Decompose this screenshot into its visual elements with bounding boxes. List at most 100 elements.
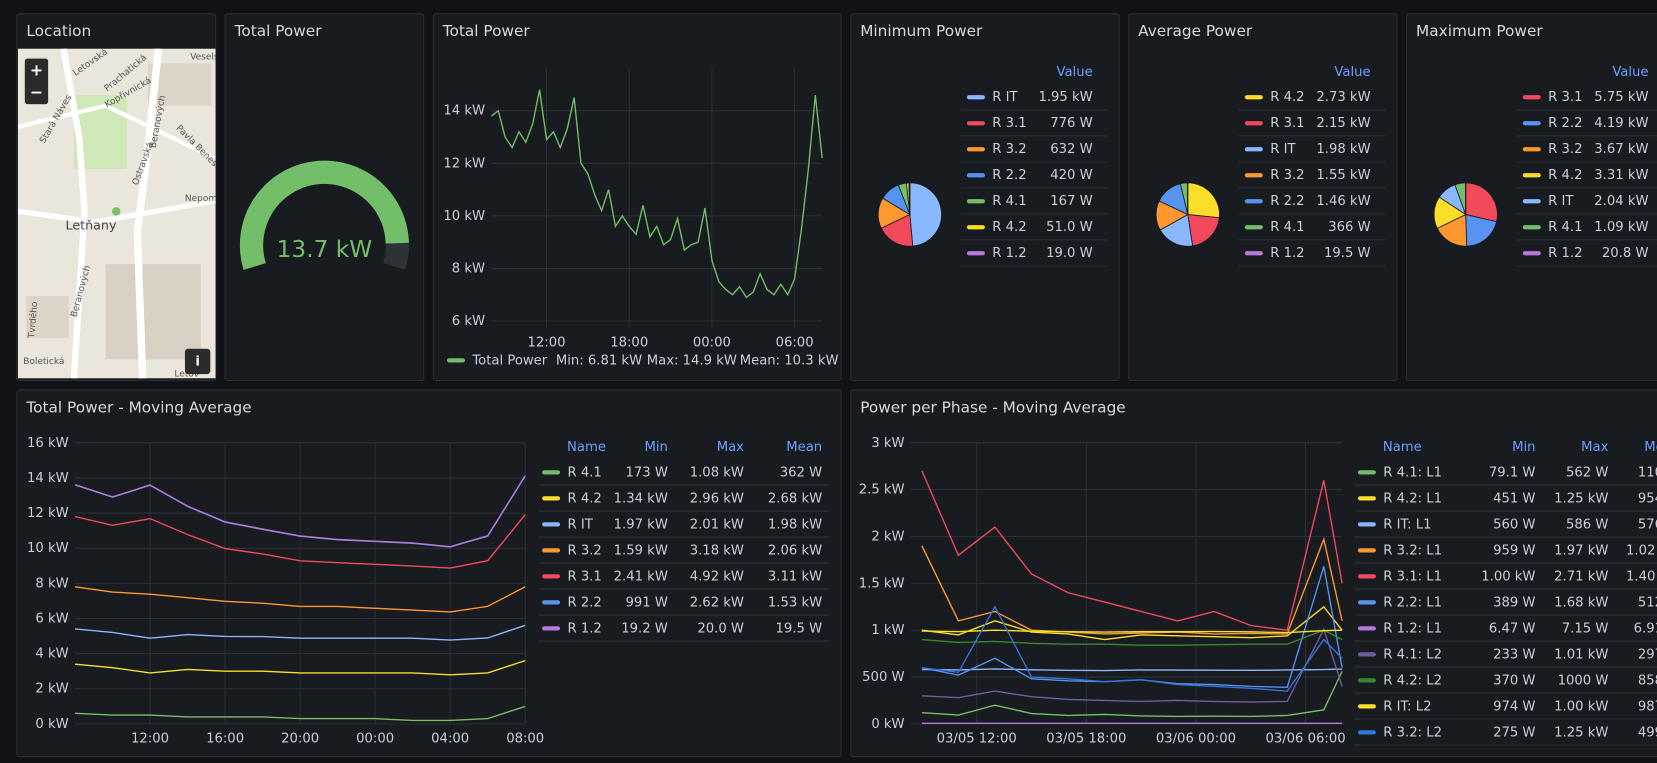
table-cell: 297 W xyxy=(1638,647,1657,662)
table-cell: 959 W xyxy=(1493,543,1535,558)
table-cell: 576 W xyxy=(1638,517,1657,532)
table-cell: 20.8 W xyxy=(1602,246,1649,261)
y-tick-label: 2.5 kW xyxy=(859,483,905,498)
panel-title: Total Power xyxy=(442,22,531,40)
legend-name: R 4.2 xyxy=(1548,168,1582,183)
table-cell: 974 W xyxy=(1493,699,1535,714)
legend-name: R 3.1: L1 xyxy=(1383,569,1442,584)
table-cell: 79.1 W xyxy=(1489,465,1536,480)
table-cell: 6.91 W xyxy=(1634,621,1657,636)
table-cell: 110 W xyxy=(1638,465,1657,480)
zoom-out[interactable]: − xyxy=(30,83,43,102)
legend-name: R 2.2 xyxy=(992,168,1026,183)
x-tick-label: 03/05 18:00 xyxy=(1046,732,1126,747)
legend-name: R IT xyxy=(992,90,1018,105)
table-cell: 1.97 kW xyxy=(614,517,668,532)
legend-name: R 4.1 xyxy=(567,465,601,480)
table-cell: 562 W xyxy=(1566,465,1608,480)
legend-name: R 3.2 xyxy=(1270,168,1304,183)
panel-title: Location xyxy=(26,22,91,40)
legend-name: R 3.2: L2 xyxy=(1383,725,1442,740)
table-header: Mean xyxy=(1644,440,1657,455)
legend-stat: Min: 6.81 kW xyxy=(556,353,642,368)
x-tick-label: 04:00 xyxy=(431,732,469,747)
table-cell: 362 W xyxy=(780,465,822,480)
table-cell: 1.25 kW xyxy=(1554,725,1608,740)
legend-name: R 4.2: L2 xyxy=(1383,673,1442,688)
legend-name: R 2.2: L1 xyxy=(1383,595,1442,610)
table-cell: 1000 W xyxy=(1558,673,1609,688)
legend-name: R 4.1 xyxy=(992,194,1026,209)
y-tick-label: 1.5 kW xyxy=(859,576,905,591)
table-cell: 2.06 kW xyxy=(768,543,822,558)
legend-name: R 3.1 xyxy=(567,569,601,584)
zoom-in[interactable]: + xyxy=(30,60,43,79)
table-cell: 1.34 kW xyxy=(614,491,668,506)
legend-name: Total Power xyxy=(471,353,547,368)
table-cell: 2.73 kW xyxy=(1316,90,1370,105)
table-cell: 3.11 kW xyxy=(768,569,822,584)
table-cell: 1.46 kW xyxy=(1316,194,1370,209)
y-tick-label: 0 kW xyxy=(35,717,68,732)
table-cell: 1.09 kW xyxy=(1594,220,1648,235)
table-cell: 1.98 kW xyxy=(1316,142,1370,157)
table-cell: 1.53 kW xyxy=(768,595,822,610)
y-tick-label: 500 W xyxy=(862,670,904,685)
table-cell: 2.71 kW xyxy=(1554,569,1608,584)
legend-name: R 3.1 xyxy=(1548,90,1582,105)
y-tick-label: 10 kW xyxy=(443,209,485,224)
x-tick-label: 16:00 xyxy=(206,732,244,747)
table-header: Min xyxy=(1512,440,1535,455)
legend-name: R 1.2: L1 xyxy=(1383,621,1442,636)
table-cell: 2.01 kW xyxy=(690,517,744,532)
table-cell: 1.40 kW xyxy=(1626,569,1657,584)
table-cell: 19.2 W xyxy=(621,621,668,636)
gauge-value: 13.7 kW xyxy=(277,236,373,263)
table-cell: 2.15 kW xyxy=(1316,116,1370,131)
legend-stat: Max: 14.9 kW xyxy=(647,353,737,368)
legend-name: R 3.1 xyxy=(1270,116,1304,131)
y-tick-label: 2 kW xyxy=(871,529,904,544)
table-cell: 1.98 kW xyxy=(768,517,822,532)
panel-title: Total Power - Moving Average xyxy=(25,398,251,416)
table-cell: 2.41 kW xyxy=(614,569,668,584)
table-cell: 1.55 kW xyxy=(1316,168,1370,183)
table-cell: 1.08 kW xyxy=(690,465,744,480)
legend-name: R 2.2 xyxy=(567,595,601,610)
table-cell: 2.62 kW xyxy=(690,595,744,610)
x-tick-label: 03/05 12:00 xyxy=(937,732,1017,747)
table-cell: 7.15 W xyxy=(1562,621,1609,636)
table-cell: 560 W xyxy=(1493,517,1535,532)
table-cell: 370 W xyxy=(1493,673,1535,688)
table-cell: 366 W xyxy=(1328,220,1370,235)
panel-title: Minimum Power xyxy=(860,22,983,40)
legend-name: R 3.2 xyxy=(1548,142,1582,157)
legend-name: R 2.2 xyxy=(1270,194,1304,209)
table-cell: 987 W xyxy=(1638,699,1657,714)
table-cell: 1.97 kW xyxy=(1554,543,1608,558)
y-tick-label: 8 kW xyxy=(452,261,485,276)
x-tick-label: 12:00 xyxy=(131,732,169,747)
table-cell: 954 W xyxy=(1638,491,1657,506)
legend-name: R 4.1: L2 xyxy=(1383,647,1442,662)
legend-name: R IT xyxy=(1548,194,1574,209)
table-header: Value xyxy=(1056,65,1092,80)
map-label: Letňany xyxy=(66,218,117,233)
table-cell: 51.0 W xyxy=(1046,220,1093,235)
table-cell: 858 W xyxy=(1638,673,1657,688)
table-cell: 5.75 kW xyxy=(1594,90,1648,105)
table-cell: 632 W xyxy=(1050,142,1092,157)
x-tick-label: 00:00 xyxy=(693,335,731,350)
x-tick-label: 08:00 xyxy=(506,732,544,747)
table-cell: 499 W xyxy=(1638,725,1657,740)
legend-name: R 4.1 xyxy=(1548,220,1582,235)
x-tick-label: 03/06 00:00 xyxy=(1156,732,1236,747)
table-cell: 275 W xyxy=(1493,725,1535,740)
table-header: Max xyxy=(1581,440,1608,455)
y-tick-label: 0 kW xyxy=(871,717,904,732)
table-cell: 19.5 W xyxy=(1324,246,1371,261)
table-cell: 167 W xyxy=(1050,194,1092,209)
map[interactable]: Letovská Prachatická Kopřivnická Stará N… xyxy=(18,47,238,379)
info-button[interactable]: i xyxy=(195,354,200,369)
y-tick-label: 6 kW xyxy=(35,611,68,626)
